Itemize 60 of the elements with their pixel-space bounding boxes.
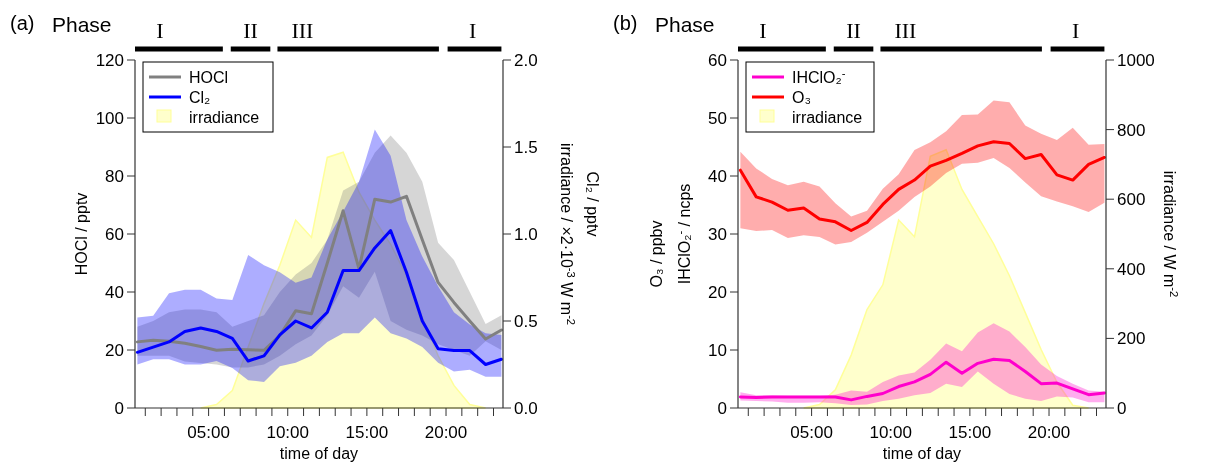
- y-tick-label: 50: [708, 109, 727, 128]
- y2-tick-label: 0.0: [514, 399, 538, 418]
- y-tick-label: 40: [708, 167, 727, 186]
- x-tick-label: 20:00: [424, 423, 468, 442]
- text: II: [243, 18, 258, 43]
- x-tick-label: 15:00: [345, 423, 389, 442]
- y-axis-title: HOCl / pptv: [73, 192, 90, 276]
- line-series: [135, 194, 503, 352]
- y2-tick-label: 0.5: [514, 312, 538, 331]
- text: I: [468, 18, 477, 43]
- y2-tick-label: 1.0: [514, 225, 538, 244]
- line-series: [738, 357, 1106, 402]
- y-tick-label: 0: [114, 399, 124, 418]
- y-tick-label: 20: [708, 283, 727, 302]
- y-tick-label: 120: [95, 51, 124, 70]
- y2-tick-label: 1000: [1117, 51, 1155, 70]
- x-tick-label: 05:00: [790, 423, 833, 442]
- y2-tick-label: 2.0: [514, 51, 538, 70]
- y-tick-label: 60: [708, 51, 727, 70]
- x-axis-title: time of day: [882, 445, 962, 462]
- text: Phase: [655, 13, 715, 36]
- text: III: [894, 18, 917, 43]
- text: Cl₂ / pptv: [584, 171, 601, 237]
- y2-tick-label: 400: [1117, 259, 1146, 279]
- y-tick-label: 40: [105, 283, 124, 302]
- chart-title: (a): [10, 12, 35, 34]
- y-tick-label: 80: [105, 167, 124, 186]
- legend-label: irradiance: [189, 109, 260, 126]
- x-tick-label: 15:00: [948, 423, 992, 442]
- text: O₃ / ppbv: [648, 220, 665, 288]
- y-tick-label: 100: [95, 109, 124, 128]
- legend-label: HOCl: [189, 69, 229, 86]
- y-tick-label: 10: [708, 341, 727, 360]
- x-tick-label: 10:00: [869, 423, 913, 442]
- legend-label: IHClO₂$^{-}$: [792, 67, 846, 86]
- line-series: [135, 229, 503, 366]
- text: II: [846, 18, 861, 43]
- text: I: [156, 18, 164, 43]
- text: Phase: [52, 13, 112, 36]
- text: III: [291, 18, 314, 43]
- text: I: [759, 18, 767, 43]
- y2-tick-label: 800: [1117, 120, 1146, 140]
- y2-tick-label: 600: [1117, 190, 1146, 210]
- legend-label: Cl₂: [189, 89, 211, 106]
- chart-title: (b): [613, 12, 638, 34]
- legend-label: O₃: [792, 89, 811, 106]
- y-tick-label: 60: [105, 225, 124, 244]
- x-tick-label: 05:00: [187, 423, 230, 442]
- y2-tick-label: 200: [1117, 329, 1146, 349]
- y-tick-label: 20: [105, 341, 124, 360]
- y-tick-label: 0: [717, 399, 727, 418]
- x-axis-title: time of day: [279, 445, 359, 462]
- text: I: [1071, 18, 1080, 43]
- y2-tick-label: 1.5: [514, 138, 538, 157]
- x-tick-label: 10:00: [266, 423, 310, 442]
- line-series: [738, 140, 1106, 233]
- y2-tick-label: 0: [1117, 399, 1127, 418]
- x-tick-label: 20:00: [1027, 423, 1071, 442]
- legend-label: irradiance: [792, 109, 863, 126]
- y-tick-label: 30: [708, 225, 727, 244]
